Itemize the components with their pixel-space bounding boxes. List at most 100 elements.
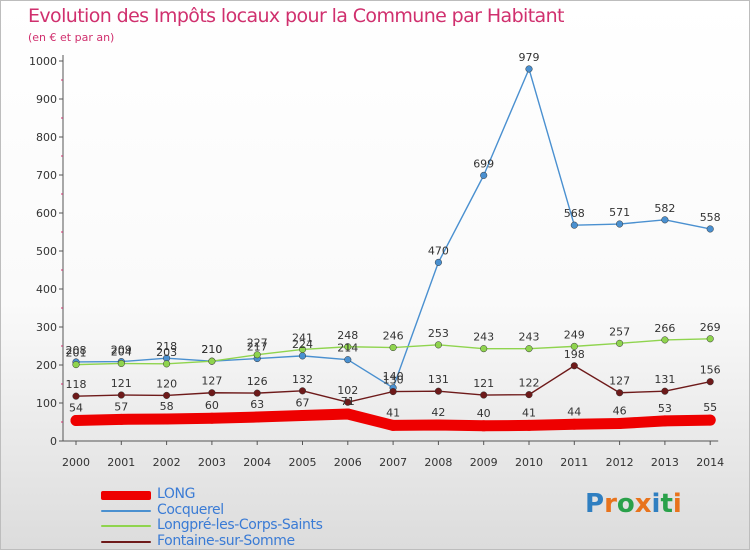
- data-label: 249: [564, 328, 585, 341]
- legend-swatch: [101, 525, 151, 527]
- data-label: 246: [383, 330, 404, 343]
- data-point: [115, 413, 127, 425]
- data-label: 54: [69, 401, 83, 414]
- data-label: 214: [337, 342, 358, 355]
- data-label: 41: [522, 406, 536, 419]
- data-label: 227: [247, 337, 268, 350]
- x-tick-label: 2000: [62, 456, 90, 469]
- data-label: 60: [205, 399, 219, 412]
- y-tick-label: 300: [36, 321, 57, 334]
- x-tick-label: 2008: [424, 456, 452, 469]
- data-label: 243: [519, 331, 540, 344]
- data-label: 248: [337, 329, 358, 342]
- logo-letter: x: [634, 489, 652, 519]
- data-point: [434, 258, 442, 266]
- legend-label: Cocquerel: [157, 501, 224, 518]
- data-label: 57: [114, 400, 128, 413]
- legend-swatch: [101, 540, 151, 543]
- data-point: [208, 357, 216, 365]
- data-point: [344, 398, 352, 406]
- data-point: [706, 225, 714, 233]
- data-point: [70, 414, 82, 426]
- data-point: [525, 345, 533, 353]
- data-point: [570, 362, 578, 370]
- data-label: 41: [386, 406, 400, 419]
- data-point: [72, 392, 80, 400]
- data-point: [568, 418, 580, 430]
- data-label: 218: [156, 340, 177, 353]
- x-tick-label: 2013: [651, 456, 679, 469]
- data-label: 979: [519, 51, 540, 64]
- x-tick-label: 2009: [470, 456, 498, 469]
- data-point: [616, 339, 624, 347]
- x-tick-label: 2003: [198, 456, 226, 469]
- data-point: [614, 418, 626, 430]
- data-label: 241: [292, 331, 313, 344]
- data-point: [432, 419, 444, 431]
- data-label: 120: [156, 377, 177, 390]
- data-label: 203: [156, 346, 177, 359]
- y-tick-label: 400: [36, 283, 57, 296]
- data-point: [478, 420, 490, 432]
- data-point: [342, 408, 354, 420]
- data-label: 132: [292, 373, 313, 386]
- data-label: 253: [428, 327, 449, 340]
- data-label: 55: [703, 401, 717, 414]
- y-tick-label: 200: [36, 359, 57, 372]
- x-tick-label: 2007: [379, 456, 407, 469]
- series-lines: [70, 65, 716, 432]
- data-label: 257: [609, 325, 630, 338]
- x-tick-label: 2006: [334, 456, 362, 469]
- data-label: 568: [564, 207, 585, 220]
- data-label: 558: [700, 211, 721, 224]
- data-point: [704, 414, 716, 426]
- data-label: 122: [519, 377, 540, 390]
- data-label: 71: [341, 395, 355, 408]
- legend-label: Longpré-les-Corps-Saints: [157, 517, 323, 533]
- data-point: [117, 391, 125, 399]
- data-label: 470: [428, 244, 449, 257]
- data-label: 130: [383, 374, 404, 387]
- data-label: 217: [247, 341, 268, 354]
- data-point: [389, 388, 397, 396]
- data-label: 121: [473, 377, 494, 390]
- data-label: 126: [247, 375, 268, 388]
- y-tick-label: 800: [36, 131, 57, 144]
- data-point: [161, 413, 173, 425]
- data-point: [525, 65, 533, 73]
- x-tick-label: 2012: [606, 456, 634, 469]
- x-tick-label: 2014: [696, 456, 724, 469]
- data-point: [208, 389, 216, 397]
- data-point: [570, 221, 578, 229]
- data-label: 67: [296, 397, 310, 410]
- data-label: 198: [564, 348, 585, 361]
- chart-title: Evolution des Impôts locaux pour la Comm…: [28, 5, 564, 27]
- data-point: [251, 411, 263, 423]
- data-point: [616, 220, 624, 228]
- data-label: 210: [201, 343, 222, 356]
- data-point: [525, 391, 533, 399]
- data-point: [661, 336, 669, 344]
- data-label: 102: [337, 384, 358, 397]
- x-tick-label: 2002: [153, 456, 181, 469]
- data-point: [298, 387, 307, 395]
- data-point: [298, 345, 307, 353]
- x-tick-label: 2004: [243, 456, 271, 469]
- x-tick-label: 2010: [515, 456, 543, 469]
- data-label: 699: [473, 157, 494, 170]
- data-point: [389, 343, 397, 352]
- y-tick-label: 900: [36, 93, 57, 106]
- x-tick-label: 2001: [107, 456, 135, 469]
- data-label: 121: [111, 377, 132, 390]
- data-point: [480, 171, 488, 179]
- data-label: 209: [111, 344, 132, 357]
- logo-letter: t: [660, 489, 673, 519]
- data-label: 44: [567, 405, 581, 418]
- logo-letter: o: [616, 489, 635, 519]
- data-label: 53: [658, 402, 672, 415]
- data-point: [163, 391, 171, 399]
- data-label: 63: [250, 398, 264, 411]
- data-point: [434, 341, 442, 349]
